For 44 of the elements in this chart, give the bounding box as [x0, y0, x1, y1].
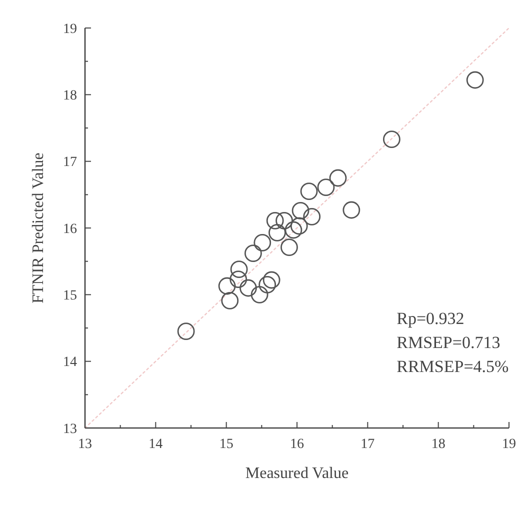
x-tick-label: 16	[290, 437, 304, 452]
point	[268, 224, 286, 242]
y-tick-label: 17	[63, 155, 77, 170]
point	[230, 260, 248, 278]
x-tick-label: 13	[78, 437, 92, 452]
y-axis-title: FTNIR Predicted Value	[30, 152, 47, 304]
point	[300, 182, 318, 200]
point	[276, 212, 293, 230]
y-tick-label: 15	[63, 288, 77, 304]
point	[466, 71, 484, 89]
point	[177, 322, 195, 340]
annotation: Rp=0.932	[396, 309, 464, 328]
point	[290, 217, 308, 235]
point	[280, 238, 298, 256]
annotation: RMSEP=0.713	[396, 333, 500, 352]
y-tick-label: 19	[63, 22, 77, 37]
point	[230, 270, 248, 288]
y-tick-label: 13	[63, 422, 77, 437]
point	[284, 221, 302, 239]
point	[258, 276, 276, 294]
point	[382, 130, 400, 148]
point	[317, 178, 335, 196]
point	[244, 244, 262, 262]
x-axis-title: Measured Value	[245, 465, 349, 482]
point	[262, 271, 280, 289]
point	[254, 234, 272, 252]
annotation: RRMSEP=4.5%	[396, 357, 509, 376]
point	[240, 279, 257, 297]
point	[292, 202, 310, 220]
x-tick-label: 14	[148, 437, 163, 452]
point	[303, 208, 321, 226]
point	[218, 277, 236, 295]
point	[329, 169, 347, 187]
x-tick-label: 18	[431, 437, 446, 452]
x-tick-label: 19	[502, 437, 516, 452]
y-tick-label: 18	[63, 88, 77, 104]
point	[342, 201, 360, 219]
point	[221, 292, 239, 310]
x-tick-label: 17	[360, 437, 375, 452]
point	[266, 212, 284, 230]
y-tick-label: 14	[63, 355, 77, 370]
y-tick-label: 16	[63, 222, 77, 237]
point	[250, 286, 268, 304]
x-tick-label: 15	[219, 437, 234, 452]
